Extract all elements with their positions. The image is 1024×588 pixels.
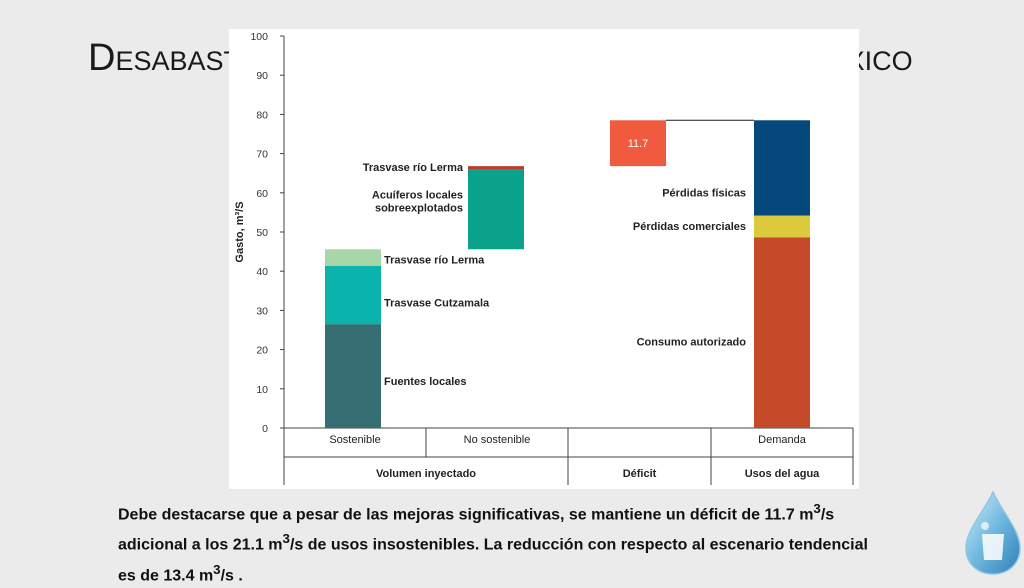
water-shortage-chart: 0 10 20 30 40 50 60 70 80 90 100 Gasto, m³/S Sosteni…	[234, 31, 854, 485]
label-fuentes-locales: Fuentes locales	[384, 376, 467, 388]
y-tick-label-4: 40	[256, 266, 268, 278]
bar-0-segment-2	[325, 249, 381, 266]
caption-sup-1: 3	[813, 501, 821, 516]
y-tick-label-9: 90	[256, 70, 268, 82]
y-tick-label-6: 60	[256, 188, 268, 200]
label-trasvase-lerma-no-sostenible: Trasvase río Lerma	[363, 162, 464, 174]
label-perdidas-comerciales: Pérdidas comerciales	[633, 221, 746, 233]
water-drop-logo-icon	[965, 490, 1021, 575]
category-label-0: Sostenible	[329, 434, 380, 446]
y-axis-title: Gasto, m³/S	[234, 201, 246, 262]
y-tick-label-10: 100	[250, 31, 268, 43]
label-perdidas-fisicas: Pérdidas físicas	[662, 188, 746, 200]
label-trasvase-cutzamala: Trasvase Cutzamala	[384, 297, 490, 309]
bar-2-data-label: 11.7	[628, 138, 649, 150]
group-label-2: Usos del agua	[745, 468, 820, 480]
y-tick-label-5: 50	[256, 227, 268, 239]
category-label-1: No sostenible	[464, 434, 531, 446]
bar-1-segment-1	[468, 166, 524, 170]
bar-3-segment-2	[754, 120, 810, 216]
bar-0-segment-1	[325, 265, 381, 325]
y-tick-label-2: 20	[256, 345, 268, 357]
slide-caption: Debe destacarse que a pesar de las mejor…	[118, 497, 888, 588]
chart-panel: 0 10 20 30 40 50 60 70 80 90 100 Gasto, m³/S Sosteni…	[229, 29, 859, 489]
bar-1-segment-0	[468, 169, 524, 250]
group-label-1: Déficit	[623, 468, 657, 480]
y-tick-label-1: 10	[256, 384, 268, 396]
bar-2-segment-0	[610, 120, 666, 167]
caption-text-1: Debe destacarse que a pesar de las mejor…	[118, 506, 814, 524]
category-label-3: Demanda	[758, 434, 807, 446]
bar-3-segment-1	[754, 215, 810, 238]
label-trasvase-lerma-sostenible: Trasvase río Lerma	[384, 254, 485, 266]
y-tick-label-7: 70	[256, 149, 268, 161]
caption-text-4: /s .	[220, 566, 243, 584]
label-consumo-autorizado: Consumo autorizado	[637, 337, 747, 349]
group-label-0: Volumen inyectado	[376, 468, 476, 480]
bar-3-segment-0	[754, 237, 810, 428]
caption-text-2: /s adicional a los 21.1 m	[118, 506, 835, 554]
caption-sup-3: 3	[213, 561, 221, 577]
y-tick-label-8: 80	[256, 109, 268, 121]
caption-sup-2: 3	[282, 531, 290, 547]
y-tick-label-3: 30	[256, 305, 268, 317]
y-tick-label-0: 0	[262, 423, 268, 435]
label-acuiferos-sobreexplotados: Acuíferos locales sobreexplotados	[372, 190, 463, 215]
bar-0-segment-0	[325, 324, 381, 428]
